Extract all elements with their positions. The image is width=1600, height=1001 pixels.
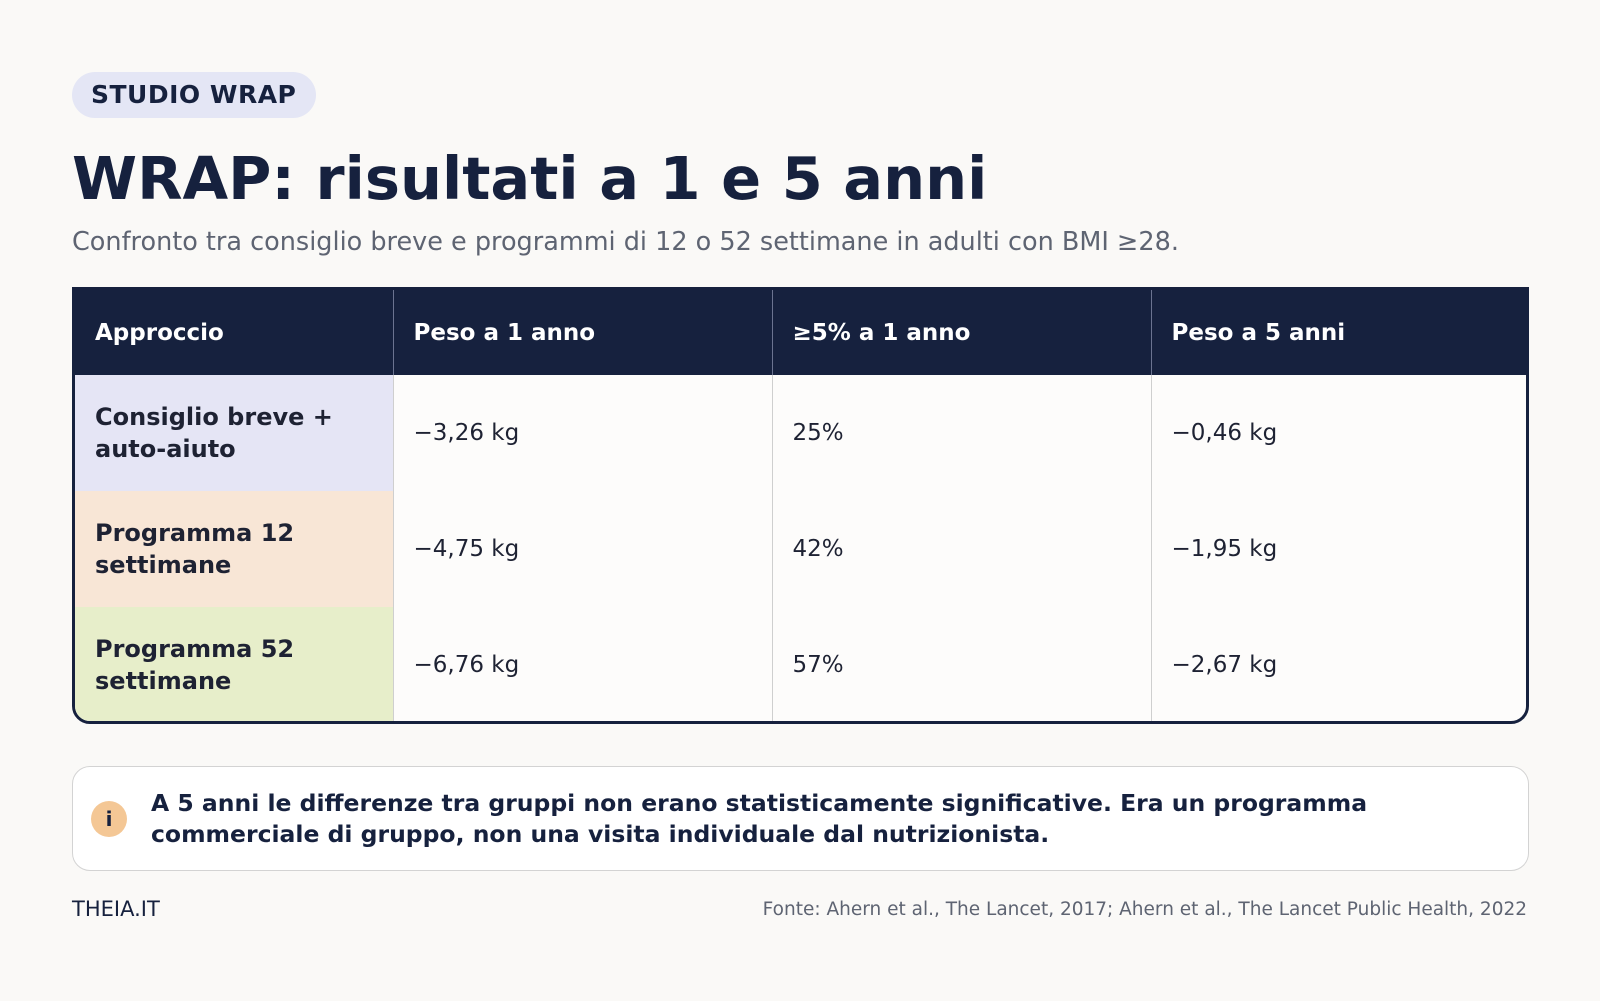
results-table: Approccio Peso a 1 anno ≥5% a 1 anno Pes… xyxy=(75,290,1526,721)
cell-5-percent-1-year: 57% xyxy=(771,607,1151,721)
cell-weight-5-years: −1,95 kg xyxy=(1150,491,1526,607)
table-row: Programma 52 settimane −6,76 kg 57% −2,6… xyxy=(75,607,1526,721)
cell-5-percent-1-year: 25% xyxy=(771,375,1151,491)
row-label: Programma 52 settimane xyxy=(75,607,393,721)
page-subtitle: Confronto tra consiglio breve e programm… xyxy=(72,227,1179,257)
table-row: Consiglio breve + auto-aiuto −3,26 kg 25… xyxy=(75,375,1526,491)
info-icon: i xyxy=(91,800,127,837)
info-note-text: A 5 anni le differenze tra gruppi non er… xyxy=(151,788,1368,848)
study-badge: STUDIO WRAP xyxy=(72,72,317,118)
page-title: WRAP: risultati a 1 e 5 anni xyxy=(72,144,988,213)
cell-weight-5-years: −0,46 kg xyxy=(1150,375,1526,491)
header-weight-1-year: Peso a 1 anno xyxy=(392,290,772,375)
cell-weight-1-year: −3,26 kg xyxy=(392,375,772,491)
header-5-percent-1-year: ≥5% a 1 anno xyxy=(771,290,1151,375)
header-weight-5-years: Peso a 5 anni xyxy=(1150,290,1526,375)
cell-5-percent-1-year: 42% xyxy=(771,491,1151,607)
footer-brand: THEIA.IT xyxy=(72,897,160,921)
cell-weight-5-years: −2,67 kg xyxy=(1150,607,1526,721)
info-note: i A 5 anni le differenze tra gruppi non … xyxy=(72,766,1529,871)
footer-source: Fonte: Ahern et al., The Lancet, 2017; A… xyxy=(762,899,1527,920)
table-header-row: Approccio Peso a 1 anno ≥5% a 1 anno Pes… xyxy=(75,290,1526,375)
row-label: Consiglio breve + auto-aiuto xyxy=(75,375,393,491)
cell-weight-1-year: −4,75 kg xyxy=(392,491,772,607)
results-table-container: Approccio Peso a 1 anno ≥5% a 1 anno Pes… xyxy=(72,287,1529,724)
table-row: Programma 12 settimane −4,75 kg 42% −1,9… xyxy=(75,491,1526,607)
cell-weight-1-year: −6,76 kg xyxy=(392,607,772,721)
row-label: Programma 12 settimane xyxy=(75,491,393,607)
header-approach: Approccio xyxy=(95,319,224,346)
